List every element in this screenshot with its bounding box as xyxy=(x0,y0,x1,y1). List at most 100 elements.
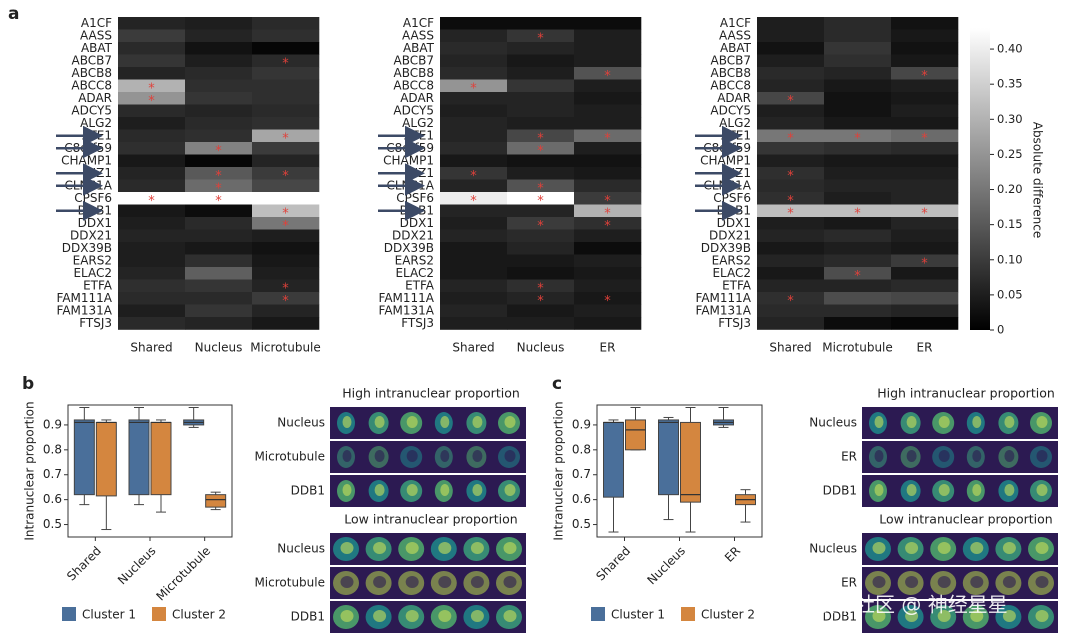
significance-marker: * xyxy=(537,31,544,46)
heat-cell xyxy=(185,29,253,43)
heat-cell xyxy=(185,104,253,118)
heat-cell xyxy=(507,292,575,305)
heat-cell xyxy=(440,304,508,318)
image-strip xyxy=(330,533,526,565)
heat-cell xyxy=(185,42,253,55)
significance-marker: * xyxy=(787,131,794,146)
heat-cell xyxy=(757,42,825,55)
colorbar-tick-label: 0.10 xyxy=(997,252,1023,266)
nucleus xyxy=(905,610,919,622)
nucleus xyxy=(503,576,517,588)
heat-cell xyxy=(574,79,642,93)
heat-cell xyxy=(891,279,959,293)
nucleus xyxy=(905,542,919,554)
heat-cell xyxy=(507,229,575,243)
heat-cell xyxy=(757,54,825,68)
significance-marker: * xyxy=(282,294,289,309)
heat-cell xyxy=(574,154,642,168)
y-tick-label: 0.7 xyxy=(572,467,591,481)
nucleus xyxy=(872,610,886,622)
heat-cell xyxy=(574,129,642,143)
image-strip xyxy=(330,407,526,439)
heat-cell xyxy=(118,292,186,305)
heat-cell xyxy=(507,217,575,230)
heat-cell xyxy=(824,117,892,130)
colorbar-tick-label: 0.20 xyxy=(997,182,1023,196)
image-strip xyxy=(862,407,1058,439)
significance-marker: * xyxy=(470,81,477,96)
panel-label: c xyxy=(552,374,562,394)
significance-marker: * xyxy=(282,206,289,221)
channel-label: Microtubule xyxy=(254,450,325,464)
heat-cell xyxy=(118,267,186,280)
nucleus xyxy=(472,450,483,462)
heat-cell xyxy=(574,92,642,105)
nucleus xyxy=(340,542,354,554)
heat-cell xyxy=(185,154,253,168)
nucleus xyxy=(340,610,354,622)
channel-label: DDB1 xyxy=(823,484,857,498)
heat-cell xyxy=(440,267,508,280)
heat-cell xyxy=(252,142,320,155)
x-tick-label: Shared xyxy=(769,341,811,355)
heat-cell xyxy=(252,254,320,268)
heat-cell xyxy=(507,242,575,255)
heat-cell xyxy=(507,92,575,105)
heat-cell xyxy=(440,292,508,305)
heat-cell xyxy=(507,17,575,30)
nucleus xyxy=(406,450,418,462)
heat-cell xyxy=(824,129,892,143)
heat-cell xyxy=(824,54,892,68)
nucleus xyxy=(1036,450,1048,462)
significance-marker: * xyxy=(470,194,477,209)
heat-cell xyxy=(185,292,253,305)
nucleus xyxy=(1036,416,1048,428)
nucleus xyxy=(1036,484,1048,496)
heat-cell xyxy=(824,17,892,30)
heat-cell xyxy=(574,117,642,130)
heat-cell xyxy=(440,117,508,130)
y-tick-label: 0.8 xyxy=(43,442,62,456)
panel-label: a xyxy=(8,4,19,24)
heat-cell xyxy=(891,217,959,230)
legend-label: Cluster 1 xyxy=(611,608,665,622)
row-label: ABAT xyxy=(81,41,113,55)
heat-cell xyxy=(440,129,508,143)
significance-marker: * xyxy=(282,169,289,184)
nucleus xyxy=(972,416,982,428)
heat-cell xyxy=(574,317,642,330)
colorbar-tick-label: 0 xyxy=(997,323,1004,337)
significance-marker: * xyxy=(282,56,289,71)
colorbar xyxy=(970,28,990,330)
nucleus xyxy=(1002,542,1016,554)
heat-cell xyxy=(185,92,253,105)
significance-marker: * xyxy=(787,169,794,184)
nucleus xyxy=(906,484,917,496)
heat-cell xyxy=(574,104,642,118)
nucleus xyxy=(405,576,419,588)
heat-cell xyxy=(891,154,959,168)
heat-cell xyxy=(118,217,186,230)
heat-cell xyxy=(440,192,508,205)
heat-cell xyxy=(757,304,825,318)
heat-cell xyxy=(440,229,508,243)
heat-cell xyxy=(185,79,253,93)
heat-cell xyxy=(757,267,825,280)
heat-cell xyxy=(440,317,508,330)
nucleus xyxy=(937,610,951,622)
significance-marker: * xyxy=(148,81,155,96)
heat-cell xyxy=(757,317,825,330)
heat-cell xyxy=(507,29,575,43)
x-tick-label: ER xyxy=(600,341,616,355)
row-label: ABCB7 xyxy=(711,53,751,67)
significance-marker: * xyxy=(921,69,928,84)
significance-marker: * xyxy=(787,94,794,109)
row-label: ADCY5 xyxy=(71,103,112,117)
heat-cell xyxy=(440,79,508,93)
nucleus xyxy=(972,484,982,496)
heat-cell xyxy=(252,17,320,30)
row-label: ABAT xyxy=(720,41,752,55)
row-label: DDX39B xyxy=(62,241,112,255)
heat-cell xyxy=(824,204,892,218)
legend-label: Cluster 2 xyxy=(701,608,755,622)
